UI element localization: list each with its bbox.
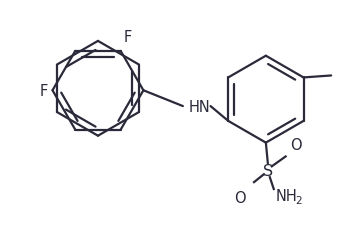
Text: F: F (39, 83, 48, 98)
Text: S: S (263, 163, 273, 178)
Text: O: O (290, 137, 302, 152)
Text: 2: 2 (295, 195, 302, 205)
Text: O: O (234, 190, 246, 205)
Text: F: F (124, 30, 132, 45)
Text: NH: NH (276, 189, 298, 204)
Text: HN: HN (189, 99, 211, 114)
